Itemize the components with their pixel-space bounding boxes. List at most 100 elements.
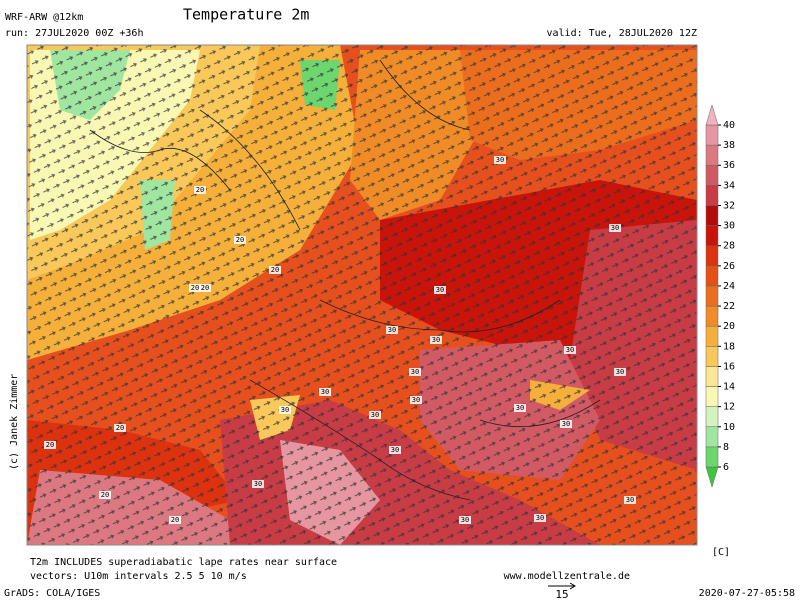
- website: www.modellzentrale.de: [504, 571, 630, 582]
- colorbar-segment: [705, 386, 719, 407]
- colorbar-segment: [705, 366, 719, 387]
- contour-label: 30: [254, 480, 262, 488]
- colorbar-segment: [705, 265, 719, 287]
- colorbar-label: 34: [723, 180, 735, 191]
- colorbar-segment: [705, 285, 719, 307]
- contour-label: 30: [516, 404, 524, 412]
- colorbar-segment: [705, 325, 719, 347]
- contour-label-bg: [269, 266, 281, 274]
- colorbar-label: 8: [723, 442, 729, 453]
- contour-label-bg: [494, 156, 506, 164]
- contour-label: 30: [281, 406, 289, 414]
- colorbar-segment: [705, 205, 719, 226]
- colorbar-end: [705, 466, 719, 488]
- colorbar-segment: [705, 446, 719, 468]
- contour-label-bg: [430, 336, 442, 344]
- colorbar-label: 6: [723, 462, 729, 473]
- contour-label: 20: [46, 441, 54, 449]
- contour-label-bg: [410, 396, 422, 404]
- contour-label: 30: [536, 514, 544, 522]
- contour-label-bg: [514, 404, 526, 412]
- contour-label-bg: [389, 446, 401, 454]
- title: Temperature 2m: [183, 6, 309, 24]
- colorbar-end: [705, 104, 719, 126]
- contour-label: 30: [626, 496, 634, 504]
- colorbar-segment: [705, 164, 719, 186]
- contour-label-bg: [564, 346, 576, 354]
- footer-left: GrADS: COLA/IGES: [4, 588, 100, 599]
- contour-label: 30: [371, 411, 379, 419]
- contour-label-bg: [386, 326, 398, 334]
- colorbar-label: 24: [723, 281, 735, 292]
- contour-label: 30: [496, 156, 504, 164]
- contour-label: 30: [616, 368, 624, 376]
- contour-label: 30: [461, 516, 469, 524]
- contour-label: 20: [196, 186, 204, 194]
- colorbar-label: 40: [723, 120, 735, 131]
- map: [27, 45, 697, 545]
- contour-label-bg: [169, 516, 181, 524]
- contour-label-bg: [560, 420, 572, 428]
- footer-right: 2020-07-27-05:58: [699, 588, 795, 599]
- contour-label-bg: [409, 368, 421, 376]
- colorbar-label: 26: [723, 261, 735, 272]
- colorbar-label: 36: [723, 160, 735, 171]
- run-label: run: 27JUL2020 00Z +36h: [5, 28, 143, 39]
- model-label: WRF-ARW @12km: [5, 12, 83, 23]
- colorbar-label: 20: [723, 321, 735, 332]
- contour-label: 30: [388, 326, 396, 334]
- contour-label: 30: [391, 446, 399, 454]
- colorbar-segment: [705, 144, 719, 166]
- contour-label-bg: [434, 286, 446, 294]
- contour-label-bg: [194, 186, 206, 194]
- colorbar-segment: [705, 346, 719, 367]
- colorbar-label: 22: [723, 301, 735, 312]
- contour-label: 20: [201, 284, 209, 292]
- coastline: [89, 59, 601, 501]
- contour-label-bg: [319, 388, 331, 396]
- contour-label-bg: [199, 284, 211, 292]
- colorbar-label: 16: [723, 361, 735, 372]
- contour-label-bg: [114, 424, 126, 432]
- contour-label-bg: [252, 480, 264, 488]
- colorbar-label: 18: [723, 341, 735, 352]
- colorbar-unit: [C]: [712, 547, 730, 558]
- contour-label: 20: [191, 284, 199, 292]
- colorbar-segment: [705, 225, 719, 246]
- contour-label-bg: [189, 284, 201, 292]
- contour-label: 30: [321, 388, 329, 396]
- contour-label: 20: [101, 491, 109, 499]
- contour-labels: 20 20202020202020203030303030303030303030…: [44, 156, 636, 524]
- contour-label: 20: [236, 236, 244, 244]
- colorbar-segment: [705, 124, 719, 146]
- contour-label-bg: [99, 491, 111, 499]
- note: T2m INCLUDES superadiabatic lape rates n…: [30, 557, 337, 568]
- colorbar-label: 32: [723, 200, 735, 211]
- map-frame: [26, 44, 698, 546]
- colorbar-label: 30: [723, 221, 735, 232]
- contour-label-bg: [44, 441, 56, 449]
- contour-label-bg: [234, 236, 246, 244]
- contour-label: 20: [271, 266, 279, 274]
- valid-label: valid: Tue, 28JUL2020 12Z: [546, 28, 697, 39]
- contour-label: 30: [566, 346, 574, 354]
- contour-label-bg: [369, 411, 381, 419]
- colorbar-label: 38: [723, 140, 735, 151]
- vector-reference: 15: [555, 588, 568, 600]
- colorbar-label: 28: [723, 241, 735, 252]
- contour-label: 20: [116, 424, 124, 432]
- colorbar-segment: [705, 185, 719, 206]
- wind-vectors: [27, 45, 697, 545]
- colorbar-segment: [705, 245, 719, 267]
- contour-label: 30: [436, 286, 444, 294]
- credit: (c) Janek Zimmer: [9, 374, 20, 470]
- colorbar-label: 10: [723, 422, 735, 433]
- contour-label: 30: [432, 336, 440, 344]
- colorbar-segment: [705, 426, 719, 448]
- contour-label: 30: [411, 368, 419, 376]
- contour-label: 30: [412, 396, 420, 404]
- contour-label: 30: [611, 224, 619, 232]
- contour-label-bg: [609, 224, 621, 232]
- colorbar: 6 8 10 12 14 16 18 20 22 24 26 28 30 32 34 36 38 40: [705, 104, 735, 488]
